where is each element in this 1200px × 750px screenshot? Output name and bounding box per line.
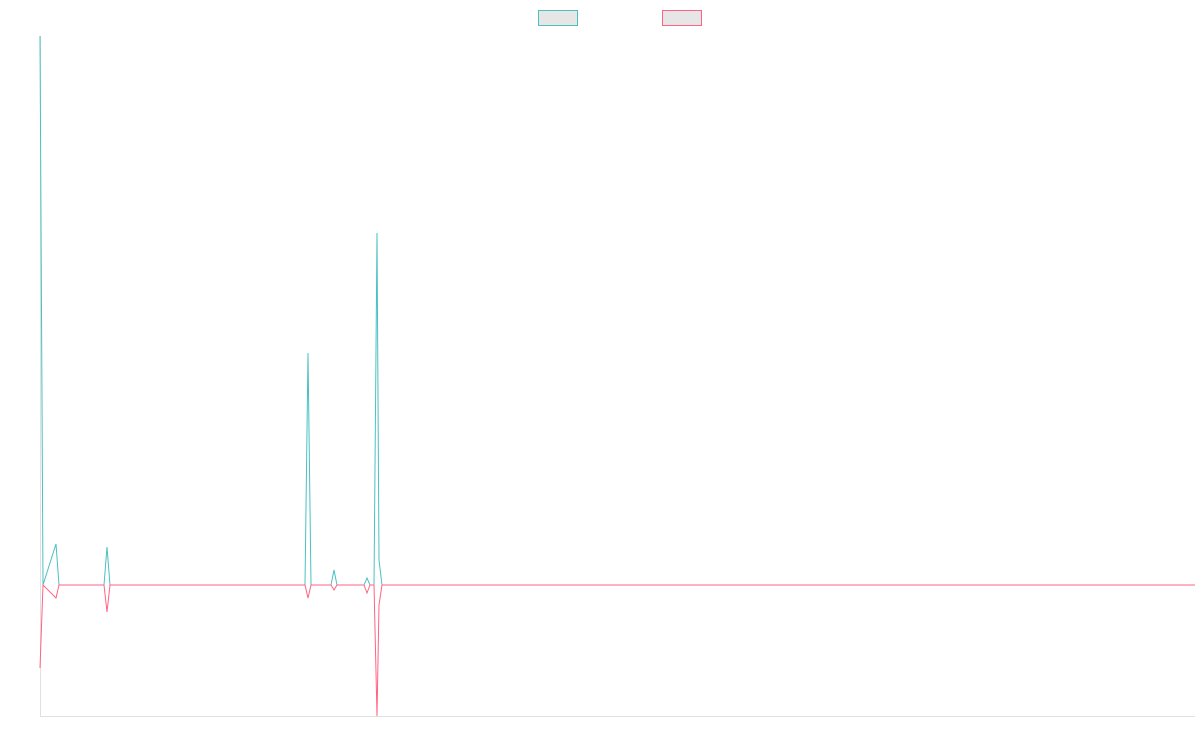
- series-line: [39, 583, 1195, 717]
- series-line: [39, 35, 1195, 586]
- legend-swatch: [538, 10, 578, 26]
- legend-swatch: [662, 10, 702, 26]
